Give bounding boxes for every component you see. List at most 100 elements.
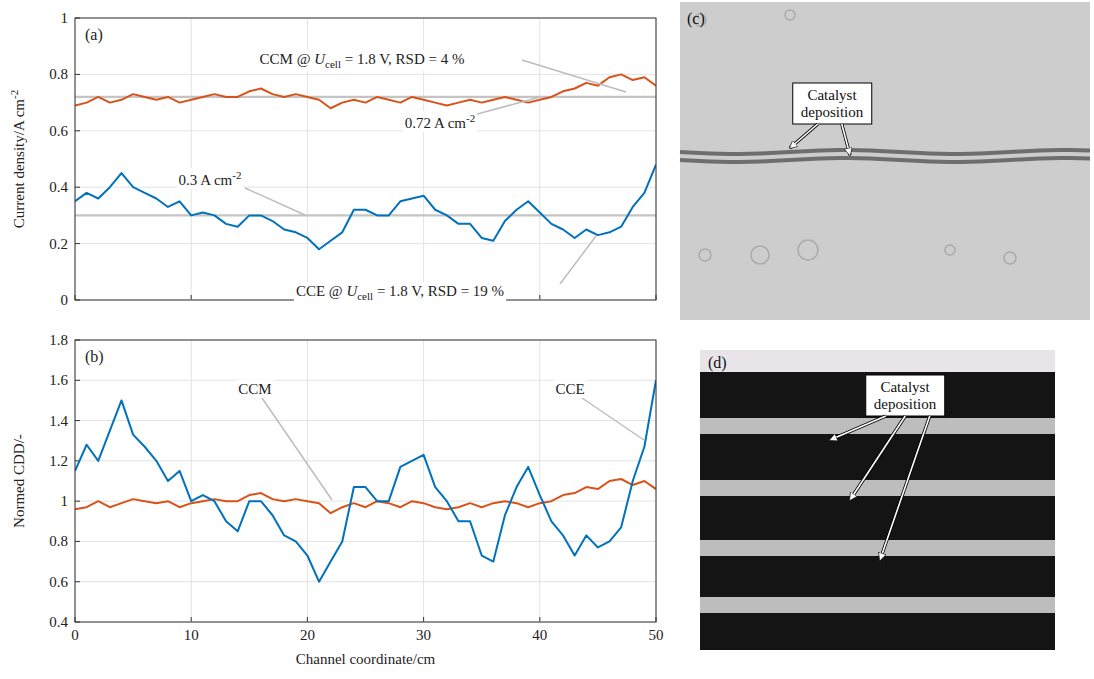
deposition-line xyxy=(680,150,1090,154)
tick-label-y: 0.8 xyxy=(49,533,68,549)
axes-frame xyxy=(75,340,656,622)
reference-label: 0.72 A cm-2 xyxy=(405,112,475,131)
image-label-line: deposition xyxy=(874,396,937,412)
tick-x xyxy=(423,617,424,622)
tick-y xyxy=(75,130,80,131)
data-group xyxy=(75,380,656,581)
grid-y xyxy=(75,130,656,131)
tick-y xyxy=(75,501,80,502)
image-label-box xyxy=(793,83,872,124)
y-axis-title: Normed CDD/- xyxy=(11,434,27,528)
tick-label-x: 0 xyxy=(71,627,79,643)
panel-0: 00.20.40.60.81(a)Current density/A cm-2C… xyxy=(8,10,656,308)
series-label: CCM xyxy=(238,381,271,397)
tick-label-y: 0 xyxy=(61,292,69,308)
grid-y xyxy=(75,243,656,244)
text-text: CCM @ xyxy=(260,51,315,67)
tick-x xyxy=(307,617,308,622)
tick-label-y: 0.4 xyxy=(49,614,68,630)
label-ground xyxy=(258,50,467,71)
tick-y xyxy=(75,581,80,582)
figure: 0 0.2 0.4 0.6 0.8 1 (a) Current density/A cm-2 C… xyxy=(0,0,1094,679)
image-label: Catalystdeposition xyxy=(801,87,864,120)
text-text: 0.3 A cm xyxy=(179,172,233,188)
image-label-box xyxy=(866,375,945,416)
label-ground xyxy=(553,380,586,398)
tick-label-y: 1.2 xyxy=(49,453,68,469)
y-axis-title: Current density/A cm-2 xyxy=(8,90,27,228)
grid-y xyxy=(75,581,656,582)
label-ground xyxy=(403,111,477,132)
annotations: CCM CCE xyxy=(236,380,644,500)
label-ground xyxy=(236,380,273,398)
tick-label-x: 20 xyxy=(300,627,315,643)
grid-x xyxy=(307,340,308,622)
tick-label-y: 0.2 xyxy=(49,236,68,252)
arrow xyxy=(790,124,818,148)
photo-spot xyxy=(798,240,818,260)
text-text: 0.72 A cm xyxy=(405,115,467,131)
tick-y xyxy=(75,74,80,75)
photo-spot xyxy=(751,246,769,264)
grid-y xyxy=(75,187,656,188)
grid-y xyxy=(75,420,656,421)
photo-ground xyxy=(700,350,1055,650)
tick-label-y: 0.8 xyxy=(49,66,68,82)
reference-line xyxy=(75,214,656,216)
series-line xyxy=(75,380,656,581)
tick-label-x: 40 xyxy=(532,627,547,643)
arrow-outline xyxy=(842,124,850,155)
data-group xyxy=(75,74,656,249)
photo-c: (c) Catalystdeposition xyxy=(680,2,1090,320)
image-label: Catalystdeposition xyxy=(874,379,937,412)
series-line xyxy=(75,74,656,108)
photo-ground xyxy=(680,2,1090,320)
arrow-outline xyxy=(880,416,930,560)
tick-label-y: 0.6 xyxy=(49,574,68,590)
photo-spot xyxy=(785,10,795,20)
series-label: CCE xyxy=(555,381,584,397)
arrow xyxy=(880,416,930,560)
arrow xyxy=(830,416,886,440)
photo-top xyxy=(700,350,1055,372)
tick-label-y: 0.6 xyxy=(49,123,68,139)
text-sup: -2 xyxy=(466,112,475,124)
grid-y xyxy=(75,541,656,542)
tick-label-y: 1.6 xyxy=(49,372,68,388)
text-rest: = 1.8 V, RSD = 4 % xyxy=(341,51,464,67)
tick-x xyxy=(539,295,540,300)
text-text: CCE @ xyxy=(296,283,347,299)
tick-x xyxy=(191,617,192,622)
tick-label-y: 1.4 xyxy=(49,413,68,429)
deposition-stripe xyxy=(700,597,1055,613)
text-sub: cell xyxy=(357,290,373,302)
arrow xyxy=(850,416,905,500)
annotation: CCE @ Ucell = 1.8 V, RSD = 19 % xyxy=(296,283,504,302)
panel-letter: (c) xyxy=(687,10,705,28)
arrow-outline xyxy=(850,416,905,500)
axes-frame xyxy=(75,18,656,300)
leader-line xyxy=(560,236,596,284)
text-rest: = 1.8 V, RSD = 19 % xyxy=(373,283,504,299)
label-ground xyxy=(177,168,244,189)
panel-letter: (d) xyxy=(708,354,727,372)
tick-y xyxy=(75,420,80,421)
panel-letter: (b) xyxy=(85,348,104,366)
series-line xyxy=(75,479,656,513)
tick-label-x: 30 xyxy=(416,627,431,643)
image-label-line: deposition xyxy=(801,104,864,120)
tick-label-x: 10 xyxy=(184,627,199,643)
annotations: CCM @ Ucell = 1.8 V, RSD = 4 %CCE @ Ucel… xyxy=(177,50,626,303)
panel-letter: (a) xyxy=(85,26,103,44)
grid-x xyxy=(423,340,424,622)
arrow-outline xyxy=(790,124,818,148)
x-axis-title: Channel coordinate/cm xyxy=(296,651,436,667)
tick-y xyxy=(75,243,80,244)
panel-1: 010203040500.40.60.811.21.41.61.8(b)Norm… xyxy=(11,332,664,667)
arrow-outline xyxy=(830,416,886,440)
tick-label-y: 1 xyxy=(61,10,69,26)
image-label-line: Catalyst xyxy=(807,87,857,103)
text-sub: cell xyxy=(325,58,341,70)
arrow xyxy=(842,124,850,155)
tick-y xyxy=(75,380,80,381)
